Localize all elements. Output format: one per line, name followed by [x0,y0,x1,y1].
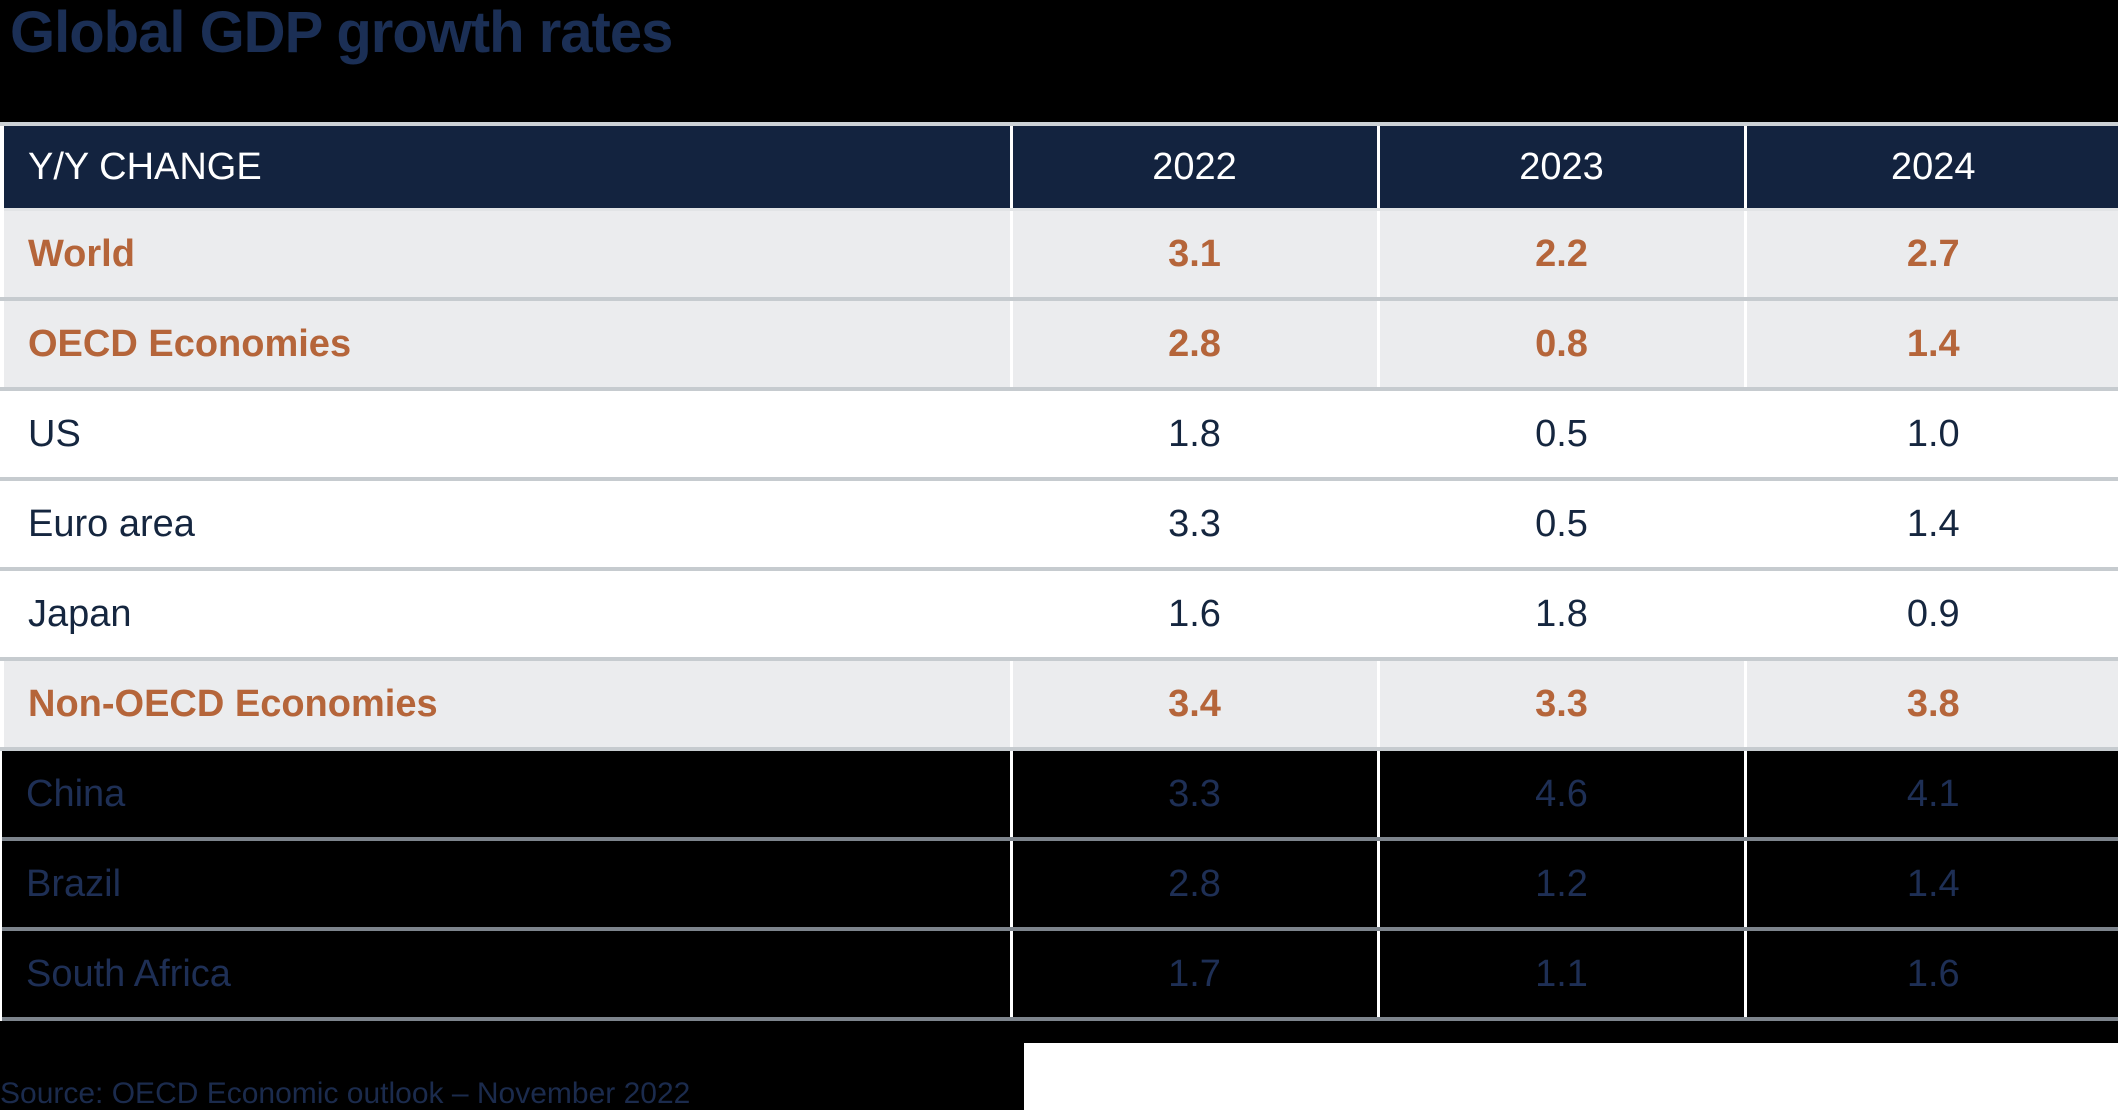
table-row-world: World 3.1 2.2 2.7 [0,209,2118,301]
title-band: Global GDP growth rates [0,0,2118,122]
header-row: Y/Y CHANGE 2022 2023 2024 [0,122,2118,211]
row-value: 1.6 [1745,929,2118,1021]
table-row-us: US 1.8 0.5 1.0 [0,389,2118,481]
gdp-growth-table: Y/Y CHANGE 2022 2023 2024 World 3.1 2.2 2.7… [0,122,2118,1021]
row-label: Non-OECD Economies [0,659,1013,751]
row-label: Euro area [0,479,1013,571]
header-2022: 2022 [1011,122,1380,211]
row-value: 3.1 [1011,209,1380,301]
row-value: 1.6 [1011,569,1380,661]
row-value: 2.8 [1011,839,1380,931]
row-value: 1.2 [1378,839,1747,931]
row-value: 1.4 [1745,839,2118,931]
row-value: 1.7 [1011,929,1380,1021]
table-row-brazil: Brazil 2.8 1.2 1.4 [2,839,2118,931]
row-label: Brazil [2,839,1013,931]
footer: Source: OECD Economic outlook – November… [0,1021,2118,1114]
table-row-oecd-economies: OECD Economies 2.8 0.8 1.4 [0,299,2118,391]
table-row-south-africa: South Africa 1.7 1.1 1.6 [2,929,2118,1021]
row-value: 1.4 [1745,479,2118,571]
table-row-euro-area: Euro area 3.3 0.5 1.4 [0,479,2118,571]
row-value: 2.8 [1011,299,1380,391]
row-value: 0.9 [1745,569,2118,661]
row-value: 1.8 [1378,569,1747,661]
header-2023: 2023 [1378,122,1747,211]
row-value: 3.8 [1745,659,2118,751]
row-label: OECD Economies [0,299,1013,391]
table-row-non-oecd-economies: Non-OECD Economies 3.4 3.3 3.8 [0,659,2118,751]
table-row-china: China 3.3 4.6 4.1 [2,749,2118,841]
row-label: South Africa [2,929,1013,1021]
row-value: 4.6 [1378,749,1747,841]
row-value: 1.1 [1378,929,1747,1021]
header-yy-change: Y/Y CHANGE [0,122,1013,211]
row-value: 0.5 [1378,479,1747,571]
row-label: China [2,749,1013,841]
row-value: 3.4 [1011,659,1380,751]
row-value: 2.2 [1378,209,1747,301]
row-value: 4.1 [1745,749,2118,841]
row-value: 0.8 [1378,299,1747,391]
page-title: Global GDP growth rates [10,0,673,65]
row-value: 1.4 [1745,299,2118,391]
row-value: 3.3 [1011,749,1380,841]
row-label: US [0,389,1013,481]
source-note: Source: OECD Economic outlook – November… [0,1077,691,1110]
header-2024: 2024 [1745,122,2118,211]
row-value: 0.5 [1378,389,1747,481]
row-value: 3.3 [1378,659,1747,751]
row-label: World [0,209,1013,301]
row-value: 1.0 [1745,389,2118,481]
row-label: Japan [0,569,1013,661]
row-value: 1.8 [1011,389,1380,481]
footer-black-block: Source: OECD Economic outlook – November… [0,1021,1024,1110]
table-row-japan: Japan 1.6 1.8 0.9 [0,569,2118,661]
row-value: 2.7 [1745,209,2118,301]
row-value: 3.3 [1011,479,1380,571]
